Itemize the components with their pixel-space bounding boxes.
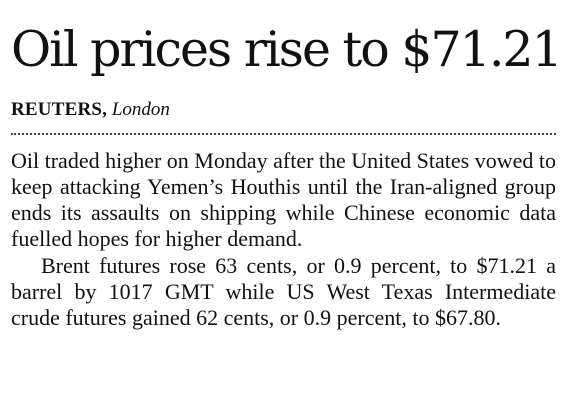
byline-location: London bbox=[111, 99, 170, 120]
headline: Oil prices rise to $71.21 bbox=[11, 21, 563, 78]
byline: REUTERS, London bbox=[11, 97, 170, 123]
byline-agency: REUTERS, bbox=[11, 99, 108, 120]
dotted-divider bbox=[11, 133, 556, 135]
paragraph-1: Oil traded higher on Monday after the Un… bbox=[11, 148, 556, 251]
paragraph-2: Brent futures rose 63 cents, or 0.9 perc… bbox=[11, 253, 556, 330]
article-body: Oil traded higher on Monday after the Un… bbox=[11, 148, 556, 331]
